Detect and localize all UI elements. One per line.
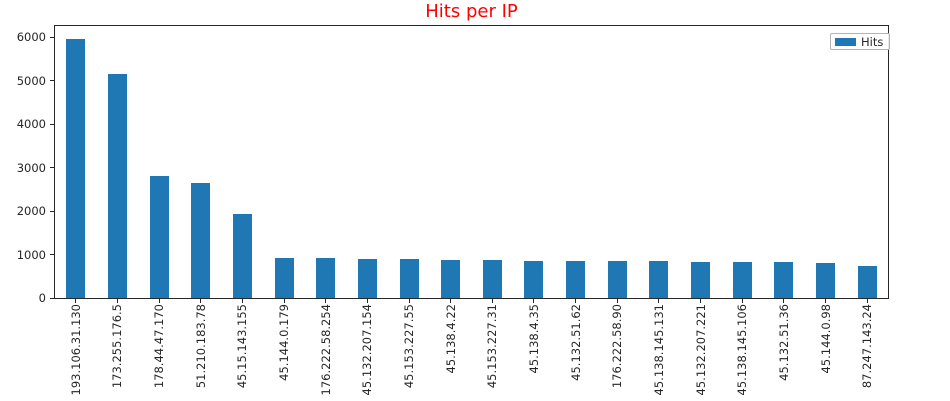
x-tick-label: 45.153.227.31 xyxy=(485,304,500,389)
x-tick-label: 176.222.58.254 xyxy=(318,304,333,396)
x-tick-mark xyxy=(741,299,743,303)
bar xyxy=(107,74,127,298)
x-tick-mark xyxy=(116,299,118,303)
x-tick-label: 173.255.176.5 xyxy=(110,304,125,389)
bar xyxy=(607,261,627,298)
y-tick-label: 6000 xyxy=(16,30,46,45)
x-tick-label: 45.132.207.154 xyxy=(360,304,375,396)
y-tick-mark xyxy=(50,297,54,299)
bar xyxy=(191,182,211,298)
x-tick-label: 45.144.0.179 xyxy=(277,304,292,381)
y-tick-label: 4000 xyxy=(16,117,46,132)
bar xyxy=(232,214,252,298)
x-tick-label: 193.106.31.130 xyxy=(68,304,83,396)
bar xyxy=(441,259,461,298)
bar xyxy=(857,265,877,298)
bar xyxy=(732,261,752,298)
x-tick-mark xyxy=(575,299,577,303)
x-tick-label: 45.138.4.22 xyxy=(443,304,458,374)
bar xyxy=(316,258,336,298)
plot-area xyxy=(54,25,889,299)
x-tick-mark xyxy=(450,299,452,303)
x-tick-mark xyxy=(241,299,243,303)
x-tick-mark xyxy=(533,299,535,303)
y-tick-mark xyxy=(50,36,54,38)
bar xyxy=(399,259,419,298)
x-tick-mark xyxy=(658,299,660,303)
bar xyxy=(816,263,836,298)
x-tick-mark xyxy=(283,299,285,303)
x-tick-label: 45.153.227.55 xyxy=(402,304,417,389)
y-tick-mark xyxy=(50,210,54,212)
x-tick-mark xyxy=(75,299,77,303)
y-tick-label: 1000 xyxy=(16,247,46,262)
chart-title: Hits per IP xyxy=(425,1,518,22)
x-tick-label: 45.132.51.36 xyxy=(776,304,791,381)
x-tick-label: 45.138.145.106 xyxy=(735,304,750,396)
x-tick-mark xyxy=(866,299,868,303)
x-tick-mark xyxy=(700,299,702,303)
y-tick-label: 2000 xyxy=(16,204,46,219)
bar xyxy=(566,260,586,298)
x-tick-label: 45.144.0.98 xyxy=(818,304,833,374)
x-tick-mark xyxy=(408,299,410,303)
x-tick-label: 45.15.143.155 xyxy=(235,304,250,389)
x-tick-mark xyxy=(325,299,327,303)
bar xyxy=(482,259,502,298)
y-tick-label: 3000 xyxy=(16,160,46,175)
x-tick-label: 45.138.4.35 xyxy=(526,304,541,374)
x-tick-mark xyxy=(825,299,827,303)
legend-label: Hits xyxy=(861,34,884,49)
bar xyxy=(274,257,294,298)
x-tick-mark xyxy=(366,299,368,303)
x-tick-mark xyxy=(158,299,160,303)
legend: Hits xyxy=(830,33,891,50)
bar xyxy=(524,260,544,298)
x-tick-label: 45.132.51.62 xyxy=(568,304,583,381)
x-tick-mark xyxy=(200,299,202,303)
y-tick-label: 0 xyxy=(38,291,46,305)
legend-swatch-icon xyxy=(835,37,856,46)
bar xyxy=(691,261,711,298)
y-tick-mark xyxy=(50,80,54,82)
bar xyxy=(66,39,86,298)
bars-layer xyxy=(55,26,888,298)
y-tick-mark xyxy=(50,123,54,125)
x-tick-label: 45.132.207.221 xyxy=(693,304,708,396)
y-tick-mark xyxy=(50,167,54,169)
bar xyxy=(149,176,169,298)
x-tick-label: 87.247.143.24 xyxy=(860,304,875,389)
x-tick-mark xyxy=(491,299,493,303)
y-tick-mark xyxy=(50,254,54,256)
bar xyxy=(357,259,377,298)
x-tick-mark xyxy=(616,299,618,303)
x-tick-label: 176.222.58.90 xyxy=(610,304,625,389)
bar xyxy=(649,261,669,298)
x-tick-mark xyxy=(783,299,785,303)
x-tick-label: 178.44.47.170 xyxy=(152,304,167,389)
x-tick-label: 51.210.183.78 xyxy=(193,304,208,389)
bar xyxy=(774,262,794,298)
y-tick-label: 5000 xyxy=(16,73,46,88)
x-tick-label: 45.138.145.131 xyxy=(651,304,666,396)
